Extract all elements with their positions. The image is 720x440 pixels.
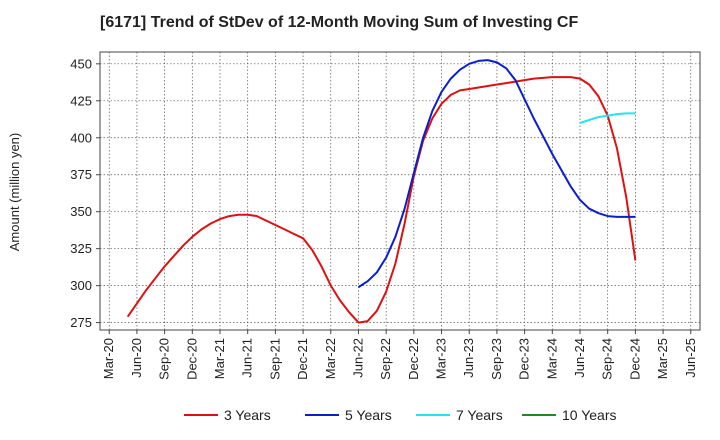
x-tick-label: Jun-21 bbox=[240, 338, 255, 378]
x-tick-label: Sep-24 bbox=[600, 338, 615, 380]
x-tick-label: Jun-25 bbox=[683, 338, 698, 378]
y-tick-label: 275 bbox=[70, 315, 92, 330]
x-tick-label: Jun-24 bbox=[572, 338, 587, 378]
legend-label: 7 Years bbox=[456, 407, 503, 423]
x-tick-label: Mar-21 bbox=[212, 338, 227, 379]
plot-area bbox=[99, 51, 701, 331]
x-tick-label: Mar-25 bbox=[655, 338, 670, 379]
x-tick-label: Dec-23 bbox=[517, 338, 532, 380]
x-tick-label: Mar-22 bbox=[323, 338, 338, 379]
x-tick-label: Sep-21 bbox=[267, 338, 282, 380]
legend: 3 Years 5 Years 7 Years 10 Years bbox=[184, 407, 617, 423]
x-tick-label: Dec-24 bbox=[627, 338, 642, 380]
y-tick-label: 350 bbox=[70, 204, 92, 219]
series-line-7-years bbox=[579, 112, 636, 124]
x-tick-label: Jun-23 bbox=[461, 338, 476, 378]
x-tick-label: Dec-21 bbox=[295, 338, 310, 380]
x-tick-label: Sep-23 bbox=[489, 338, 504, 380]
legend-label: 3 Years bbox=[224, 407, 271, 423]
y-tick-label: 300 bbox=[70, 278, 92, 293]
chart-title: [6171] Trend of StDev of 12-Month Moving… bbox=[100, 14, 578, 31]
x-tick-label: Dec-22 bbox=[406, 338, 421, 380]
series-line-3-years bbox=[126, 76, 637, 324]
x-tick-label: Dec-20 bbox=[184, 338, 199, 380]
x-tick-label: Mar-24 bbox=[544, 338, 559, 379]
x-tick-label: Sep-20 bbox=[157, 338, 172, 380]
series-line-5-years bbox=[357, 59, 636, 288]
y-tick-label: 325 bbox=[70, 241, 92, 256]
x-tick-label: Mar-23 bbox=[434, 338, 449, 379]
y-axis-label: Amount (million yen) bbox=[7, 133, 22, 252]
y-tick-label: 450 bbox=[70, 56, 92, 71]
x-tick-label: Sep-22 bbox=[378, 338, 393, 380]
y-tick-label: 375 bbox=[70, 167, 92, 182]
legend-label: 5 Years bbox=[345, 407, 392, 423]
legend-label: 10 Years bbox=[562, 407, 617, 423]
x-tick-label: Mar-20 bbox=[101, 338, 116, 379]
x-tick-label: Jun-20 bbox=[129, 338, 144, 378]
x-tick-label: Jun-22 bbox=[350, 338, 365, 378]
y-tick-label: 400 bbox=[70, 130, 92, 145]
y-tick-label: 425 bbox=[70, 93, 92, 108]
